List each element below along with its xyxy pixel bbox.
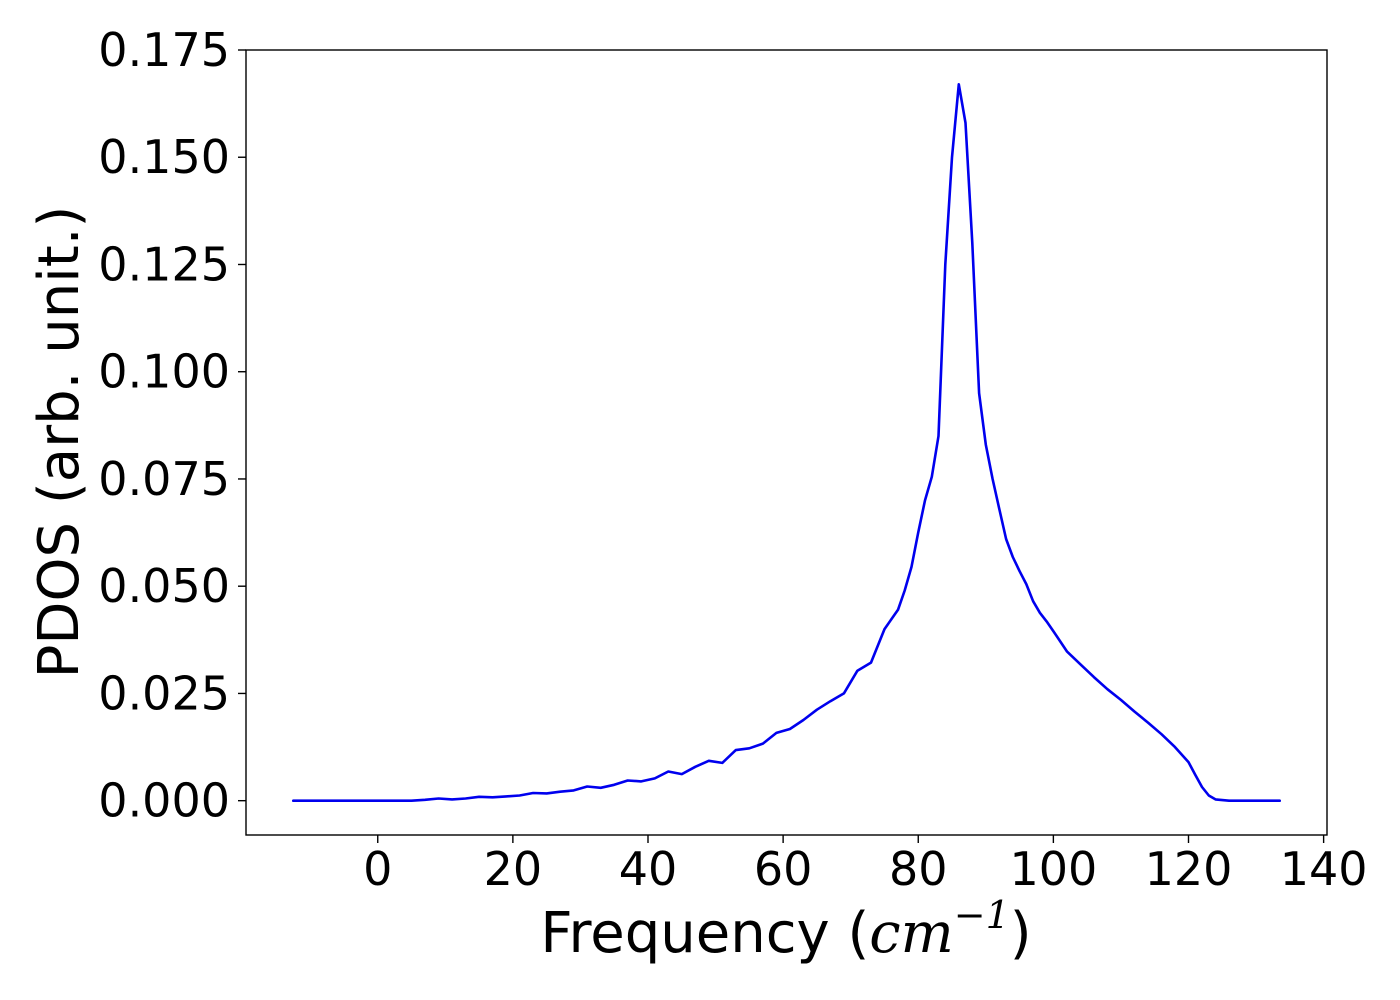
x-tick-label: 140 xyxy=(1280,842,1368,896)
y-axis-title: PDOS (arb. unit.) xyxy=(27,206,92,679)
plot-area xyxy=(245,49,1328,836)
x-tick-label: 120 xyxy=(1145,842,1233,896)
x-tick-label: 20 xyxy=(484,842,543,896)
x-axis-title-unit: cm xyxy=(869,901,953,966)
x-tick-label: 100 xyxy=(1009,842,1097,896)
y-axis-ticks: 0.000 0.025 0.050 0.075 0.100 0.125 0.150 0.175 xyxy=(98,23,246,828)
y-tick-label: 0.075 xyxy=(98,452,230,506)
x-axis-ticks: 0 20 40 60 80 100 120 140 xyxy=(363,835,1368,896)
x-axis-title-main: Frequency ( xyxy=(540,901,869,966)
y-tick-label: 0.100 xyxy=(98,345,230,399)
y-tick-label: 0.025 xyxy=(98,666,230,720)
x-tick-label: 40 xyxy=(619,842,678,896)
y-tick-label: 0.125 xyxy=(98,237,230,291)
y-tick-label: 0.000 xyxy=(98,774,230,828)
x-axis-title-close: ) xyxy=(1010,901,1032,966)
y-tick-label: 0.150 xyxy=(98,130,230,184)
series-layer xyxy=(292,83,1281,802)
x-axis-title: Frequency (cm−1) xyxy=(540,893,1031,966)
y-tick-label: 0.050 xyxy=(98,559,230,613)
pdos-series-line xyxy=(292,83,1281,802)
x-axis-title-exponent: −1 xyxy=(954,893,1010,937)
y-tick-label: 0.175 xyxy=(98,23,230,77)
x-tick-label: 0 xyxy=(363,842,392,896)
x-tick-label: 80 xyxy=(889,842,948,896)
x-tick-label: 60 xyxy=(754,842,813,896)
